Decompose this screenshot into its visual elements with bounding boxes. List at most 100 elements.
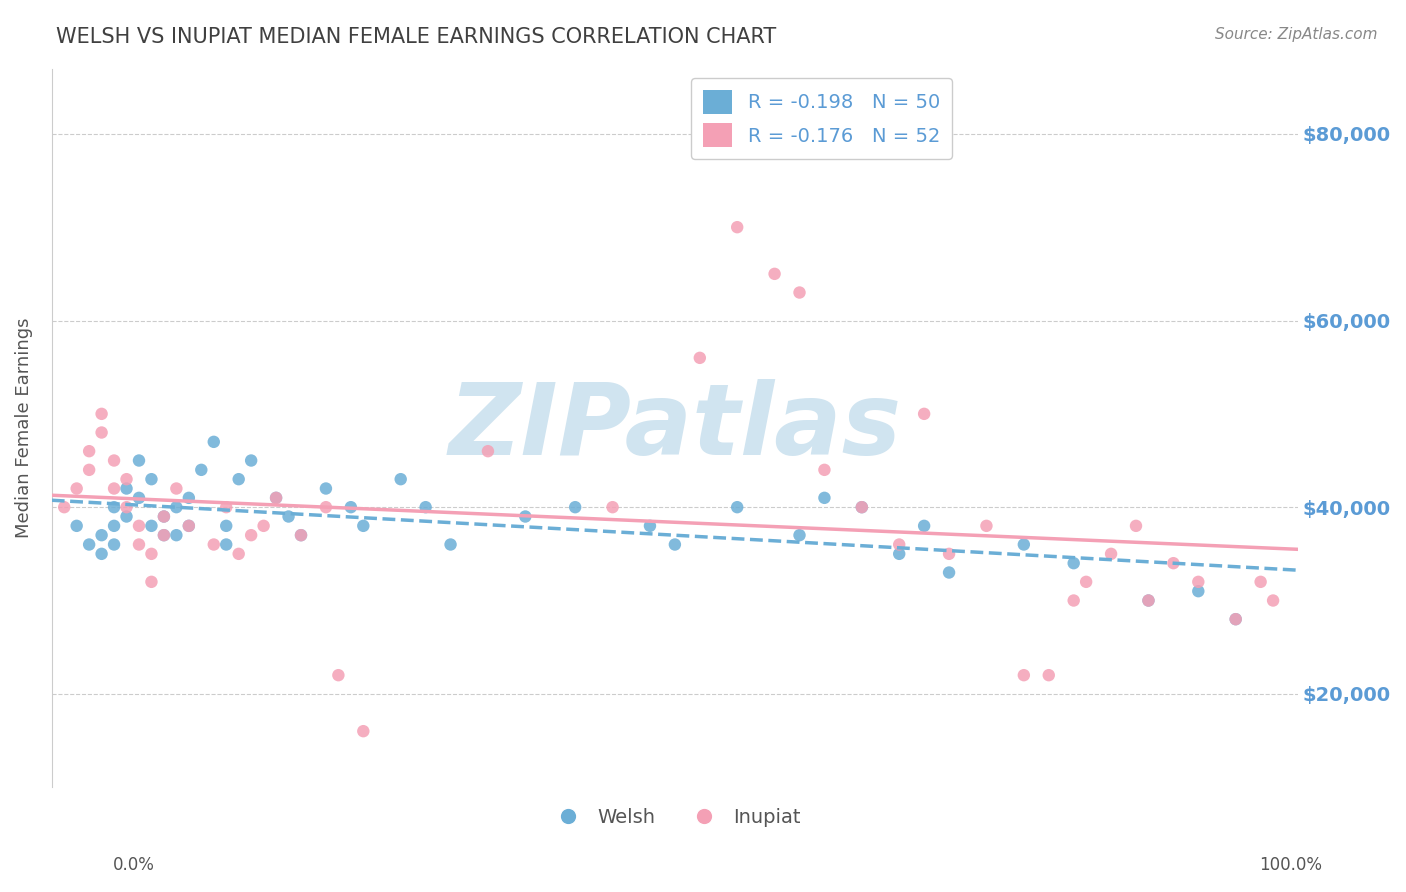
Point [128,519,150,533]
Point [1125,519,1147,533]
Point [141,547,163,561]
Point [638,519,661,533]
Point [477,444,499,458]
Point [689,351,711,365]
Point [153,509,176,524]
Text: 0.0%: 0.0% [112,856,155,874]
Point [153,528,176,542]
Point [725,500,748,515]
Point [90,407,112,421]
Point [90,528,112,542]
Point [165,500,187,515]
Point [1063,593,1085,607]
Point [938,566,960,580]
Point [352,724,374,739]
Point [252,519,274,533]
Point [202,537,225,551]
Point [389,472,412,486]
Point [90,547,112,561]
Point [240,528,263,542]
Point [415,500,437,515]
Point [813,491,835,505]
Point [889,547,911,561]
Point [851,500,873,515]
Point [725,220,748,235]
Point [141,472,163,486]
Point [128,537,150,551]
Point [228,472,250,486]
Point [115,482,138,496]
Point [1099,547,1122,561]
Point [53,500,76,515]
Point [1137,593,1160,607]
Text: ZIPatlas: ZIPatlas [449,379,901,476]
Point [315,500,337,515]
Point [77,537,100,551]
Point [1187,584,1209,599]
Point [228,547,250,561]
Point [115,500,138,515]
Point [763,267,786,281]
Point [177,519,200,533]
Point [103,482,125,496]
Point [912,407,935,421]
Point [90,425,112,440]
Point [177,519,200,533]
Point [103,519,125,533]
Point [813,463,835,477]
Point [352,519,374,533]
Point [115,472,138,486]
Point [789,528,811,542]
Point [664,537,686,551]
Point [103,453,125,467]
Point [177,491,200,505]
Point [77,463,100,477]
Point [215,519,238,533]
Point [912,519,935,533]
Point [1225,612,1247,626]
Point [141,519,163,533]
Point [515,509,537,524]
Point [66,519,89,533]
Point [1012,668,1035,682]
Point [190,463,212,477]
Point [141,574,163,589]
Point [128,491,150,505]
Point [938,547,960,561]
Point [290,528,312,542]
Point [851,500,873,515]
Y-axis label: Median Female Earnings: Median Female Earnings [15,318,32,538]
Point [602,500,624,515]
Point [1076,574,1098,589]
Point [564,500,586,515]
Point [165,482,187,496]
Point [1187,574,1209,589]
Point [202,434,225,449]
Text: 100.0%: 100.0% [1258,856,1322,874]
Point [1250,574,1272,589]
Text: WELSH VS INUPIAT MEDIAN FEMALE EARNINGS CORRELATION CHART: WELSH VS INUPIAT MEDIAN FEMALE EARNINGS … [56,27,776,46]
Point [128,453,150,467]
Point [77,444,100,458]
Point [277,509,299,524]
Point [340,500,363,515]
Legend: Welsh, Inupiat: Welsh, Inupiat [541,800,808,835]
Point [789,285,811,300]
Point [1137,593,1160,607]
Point [290,528,312,542]
Point [153,528,176,542]
Point [1261,593,1284,607]
Point [264,491,287,505]
Point [439,537,461,551]
Point [240,453,263,467]
Text: Source: ZipAtlas.com: Source: ZipAtlas.com [1215,27,1378,42]
Point [264,491,287,505]
Point [889,537,911,551]
Point [1225,612,1247,626]
Point [215,537,238,551]
Point [315,482,337,496]
Point [215,500,238,515]
Point [976,519,998,533]
Point [115,509,138,524]
Point [66,482,89,496]
